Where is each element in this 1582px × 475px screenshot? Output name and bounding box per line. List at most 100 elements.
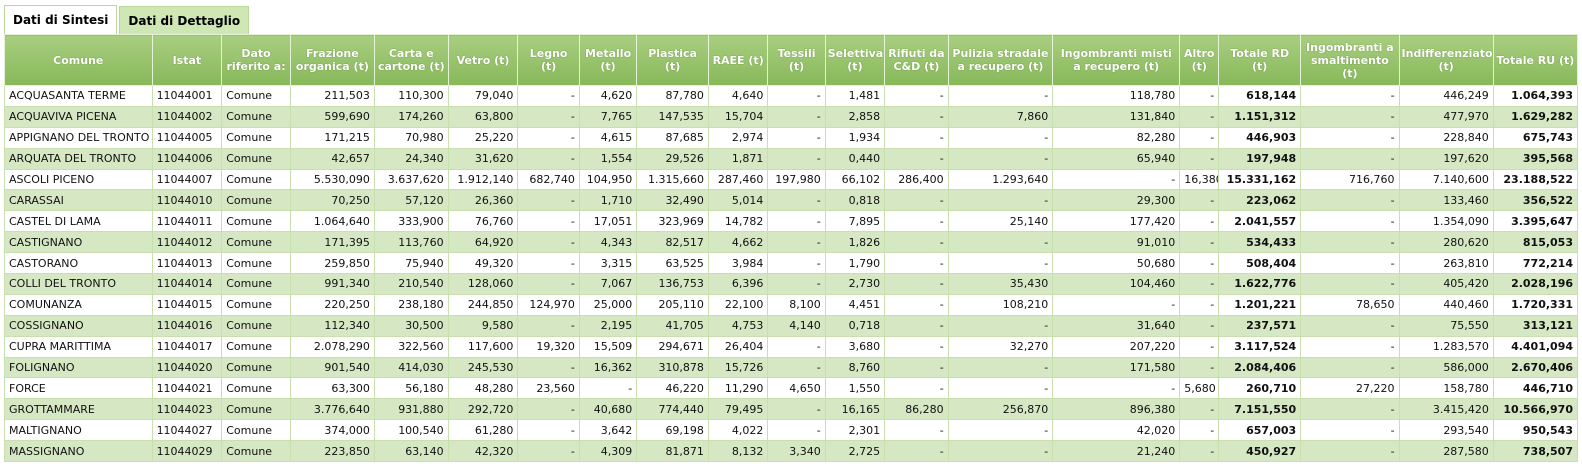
table-cell: CASTEL DI LAMA (4, 210, 153, 233)
column-header[interactable]: Carta e cartone (t) (373, 34, 449, 86)
table-cell: 1.151,312 (1218, 105, 1302, 128)
table-cell: 4.401,094 (1492, 335, 1579, 358)
table-cell: 32,270 (947, 335, 1054, 358)
column-header[interactable]: Comune (4, 34, 153, 86)
table-cell: - (947, 147, 1054, 170)
table-row[interactable]: COSSIGNANO 11044016 Comune 112,340 30,500 9,5… (4, 314, 1579, 337)
table-row[interactable]: CASTORANO 11044013 Comune 259,850 75,940 49,3… (4, 252, 1579, 275)
table-row[interactable]: COLLI DEL TRONTO 11044014 Comune 991,340 210… (4, 273, 1579, 295)
column-header[interactable]: Pulizia stradale a recupero (t) (947, 34, 1054, 86)
column-header[interactable]: Altro (t) (1179, 34, 1220, 86)
table-cell: 66,102 (824, 168, 886, 191)
table-cell: 29,300 (1052, 189, 1181, 212)
table-cell: 76,760 (447, 210, 519, 233)
column-header[interactable]: Vetro (t) (447, 34, 519, 86)
table-cell: - (947, 377, 1054, 400)
table-cell: 113,760 (373, 231, 449, 254)
table-cell: - (947, 440, 1054, 463)
table-cell: 128,060 (447, 273, 519, 295)
table-cell: 657,003 (1218, 419, 1302, 442)
table-row[interactable]: FORCE 11044021 Comune 63,300 56,180 48,280 23,… (4, 377, 1579, 400)
table-cell: Comune (221, 293, 291, 316)
table-cell: 2,730 (824, 273, 886, 295)
table-cell: - (517, 419, 580, 442)
table-cell: 322,560 (373, 335, 449, 358)
table-cell: 40,680 (578, 398, 638, 421)
table-cell: - (517, 314, 580, 337)
table-cell: 16,380 (1179, 168, 1220, 191)
column-header[interactable]: Ingombranti misti a recupero (t) (1052, 34, 1181, 86)
table-cell: 446,903 (1218, 126, 1302, 149)
table-cell: ASCOLI PICENO (4, 168, 153, 191)
table-cell: Comune (221, 126, 291, 149)
table-cell: 244,850 (447, 293, 519, 316)
table-cell: 774,440 (636, 398, 709, 421)
table-cell: - (1179, 356, 1220, 379)
table-cell: 25,220 (447, 126, 519, 149)
table-cell: 136,753 (636, 273, 709, 295)
table-cell: 286,400 (884, 168, 949, 191)
column-header[interactable]: Dato riferito a: (221, 34, 291, 86)
column-header[interactable]: Tessili (t) (767, 34, 826, 86)
table-row[interactable]: ACQUAVIVA PICENA 11044002 Comune 599,690 174… (4, 105, 1579, 128)
table-cell: - (1179, 147, 1220, 170)
table-row[interactable]: FOLIGNANO 11044020 Comune 901,540 414,030 245… (4, 356, 1579, 379)
column-header[interactable]: Totale RD (t) (1218, 34, 1302, 86)
column-header[interactable]: Metallo (t) (578, 34, 638, 86)
table-cell: 112,340 (289, 314, 375, 337)
table-cell: - (1179, 273, 1220, 295)
table-cell: 11044023 (151, 398, 223, 421)
table-cell: 5,014 (707, 189, 769, 212)
table-row[interactable]: MASSIGNANO 11044029 Comune 223,850 63,140 42,… (4, 440, 1579, 463)
table-row[interactable]: CASTIGNANO 11044012 Comune 171,395 113,760 64… (4, 231, 1579, 254)
table-cell: 25,000 (578, 293, 638, 316)
table-cell: 3,642 (578, 419, 638, 442)
table-cell: 63,300 (289, 377, 375, 400)
column-header[interactable]: Legno (t) (517, 34, 580, 86)
table-row[interactable]: ACQUASANTA TERME 11044001 Comune 211,503 110… (4, 85, 1579, 107)
table-row[interactable]: ASCOLI PICENO 11044007 Comune 5.530,090 3.63… (4, 168, 1579, 191)
table-cell: - (517, 105, 580, 128)
table-cell: 11044020 (151, 356, 223, 379)
table-row[interactable]: GROTTAMMARE 11044023 Comune 3.776,640 931,88… (4, 398, 1579, 421)
column-header[interactable]: RAEE (t) (707, 34, 769, 86)
table-cell: - (767, 210, 826, 233)
table-cell: - (517, 273, 580, 295)
table-row[interactable]: COMUNANZA 11044015 Comune 220,250 238,180 244… (4, 293, 1579, 316)
table-cell: - (884, 231, 949, 254)
column-header[interactable]: Selettiva (t) (824, 34, 886, 86)
table-cell: 23,560 (517, 377, 580, 400)
table-cell: - (1179, 126, 1220, 149)
table-row[interactable]: MALTIGNANO 11044027 Comune 374,000 100,540 61… (4, 419, 1579, 442)
column-header[interactable]: Rifiuti da C&D (t) (884, 34, 949, 86)
table-cell: - (947, 189, 1054, 212)
column-header[interactable]: Istat (151, 34, 223, 86)
column-header[interactable]: Indifferenziato (t) (1398, 34, 1494, 86)
table-cell: - (884, 252, 949, 275)
table-cell: 61,280 (447, 419, 519, 442)
column-header[interactable]: Ingombranti a smaltimento (t) (1300, 34, 1400, 86)
table-cell: 6,396 (707, 273, 769, 295)
column-header[interactable]: Totale RU (t) (1492, 34, 1579, 86)
column-header[interactable]: Plastica (t) (636, 34, 709, 86)
table-cell: GROTTAMMARE (4, 398, 153, 421)
column-header[interactable]: Frazione organica (t) (289, 34, 375, 86)
table-row[interactable]: CUPRA MARITTIMA 11044017 Comune 2.078,290 32… (4, 335, 1579, 358)
table-cell: Comune (221, 231, 291, 254)
table-row[interactable]: ARQUATA DEL TRONTO 11044006 Comune 42,657 24… (4, 147, 1579, 170)
table-cell: 16,362 (578, 356, 638, 379)
table-row[interactable]: APPIGNANO DEL TRONTO 11044005 Comune 171,21… (4, 126, 1579, 149)
tab-dati-di-sintesi[interactable]: Dati di Sintesi (4, 5, 118, 34)
table-header-row: Comune Istat Dato riferito a: Frazione orga… (4, 34, 1579, 86)
table-cell: 78,650 (1300, 293, 1400, 316)
table-cell: 11044005 (151, 126, 223, 149)
table-row[interactable]: CARASSAI 11044010 Comune 70,250 57,120 26,360… (4, 189, 1579, 212)
table-cell: - (884, 126, 949, 149)
table-row[interactable]: CASTEL DI LAMA 11044011 Comune 1.064,640 333… (4, 210, 1579, 233)
table-cell: 24,340 (373, 147, 449, 170)
table-cell: 11044027 (151, 419, 223, 442)
tab-dati-di-dettaglio[interactable]: Dati di Dettaglio (119, 6, 250, 35)
table-cell: 108,210 (947, 293, 1054, 316)
table-cell: Comune (221, 335, 291, 358)
table-cell: - (884, 293, 949, 316)
